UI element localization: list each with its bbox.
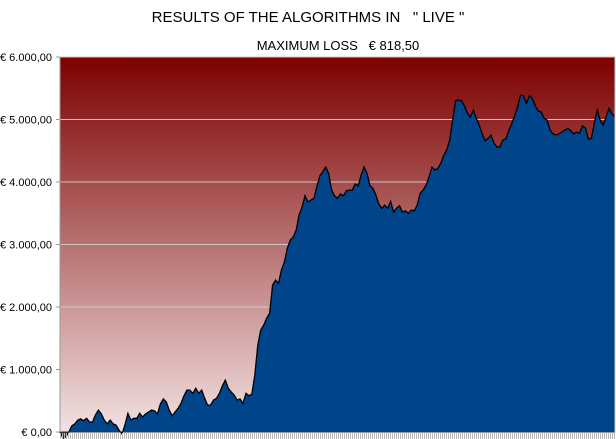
y-tick-label: € 2.000,00 bbox=[0, 302, 52, 314]
y-tick-label: € 0,00 bbox=[21, 427, 52, 439]
y-tick-label: € 5.000,00 bbox=[0, 115, 52, 127]
series-line bbox=[59, 94, 616, 439]
y-tick-label: € 3.000,00 bbox=[0, 240, 52, 252]
x-axis-ticks bbox=[60, 433, 615, 439]
y-tick-label: € 1.000,00 bbox=[0, 365, 52, 377]
y-tick-label: € 6.000,00 bbox=[0, 52, 52, 64]
chart-subtitle: MAXIMUM LOSS € 818,50 bbox=[256, 38, 420, 53]
chart-title: RESULTS OF THE ALGORITHMS IN " LIVE " bbox=[151, 9, 465, 26]
y-tick-label: € 4.000,00 bbox=[0, 177, 52, 189]
area-fill bbox=[60, 95, 615, 439]
